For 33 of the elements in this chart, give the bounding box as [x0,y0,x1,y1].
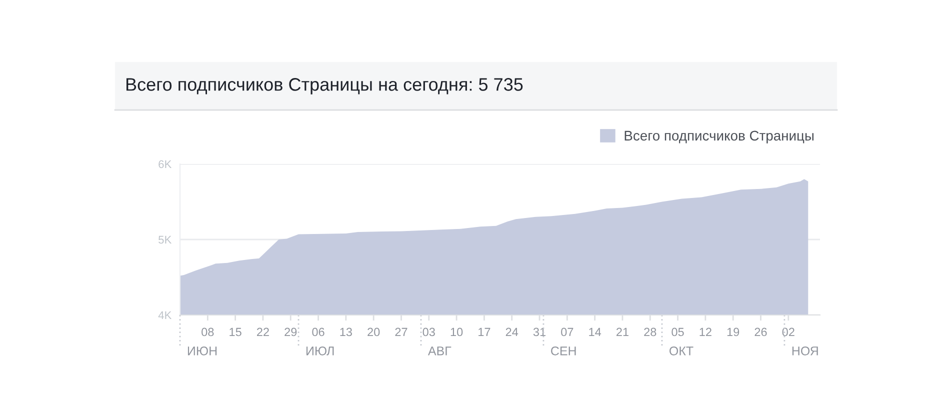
x-tick-label: 08 [202,328,214,336]
x-tick-label: 07 [561,328,574,336]
x-tick-label: 27 [395,328,408,336]
ref-line-label: НОЯ [792,346,818,356]
legend-label: Всего подписчиков Страницы [624,130,814,144]
x-tick-label: 06 [312,328,324,336]
x-tick-label: 19 [727,328,740,336]
ref-line-label: АВГ [428,346,452,356]
y-tick-label: 5K [158,236,172,244]
x-tick-label: 13 [340,328,352,336]
y-tick-label: 6K [158,160,172,168]
y-tick-label: 4K [158,311,172,320]
ref-line-label: СЕН [551,346,576,356]
x-tick-label: 14 [589,328,602,336]
ref-line-label: ИЮН [188,346,217,356]
x-tick-label: 22 [256,328,269,336]
ref-line-label: ОКТ [670,346,694,356]
x-tick-label: 28 [644,328,656,336]
x-tick-label: 24 [506,328,518,336]
x-tick-label: 12 [700,328,712,336]
x-tick-label: 05 [672,328,684,336]
x-tick-label: 20 [368,328,380,336]
x-tick-label: 17 [478,328,490,336]
ref-line-label: ИЮЛ [306,346,334,356]
x-tick-label: 29 [284,328,297,336]
x-tick-label: 26 [754,328,767,336]
x-tick-label: 21 [616,328,628,336]
x-tick-label: 02 [782,328,794,336]
x-tick-label: 10 [450,328,463,336]
x-tick-label: 15 [230,328,242,336]
chart-title: Всего подписчиков Страницы на сегодня: 5 735 [126,78,523,94]
x-tick-label: 03 [422,328,435,336]
x-tick-label: 31 [533,328,546,336]
